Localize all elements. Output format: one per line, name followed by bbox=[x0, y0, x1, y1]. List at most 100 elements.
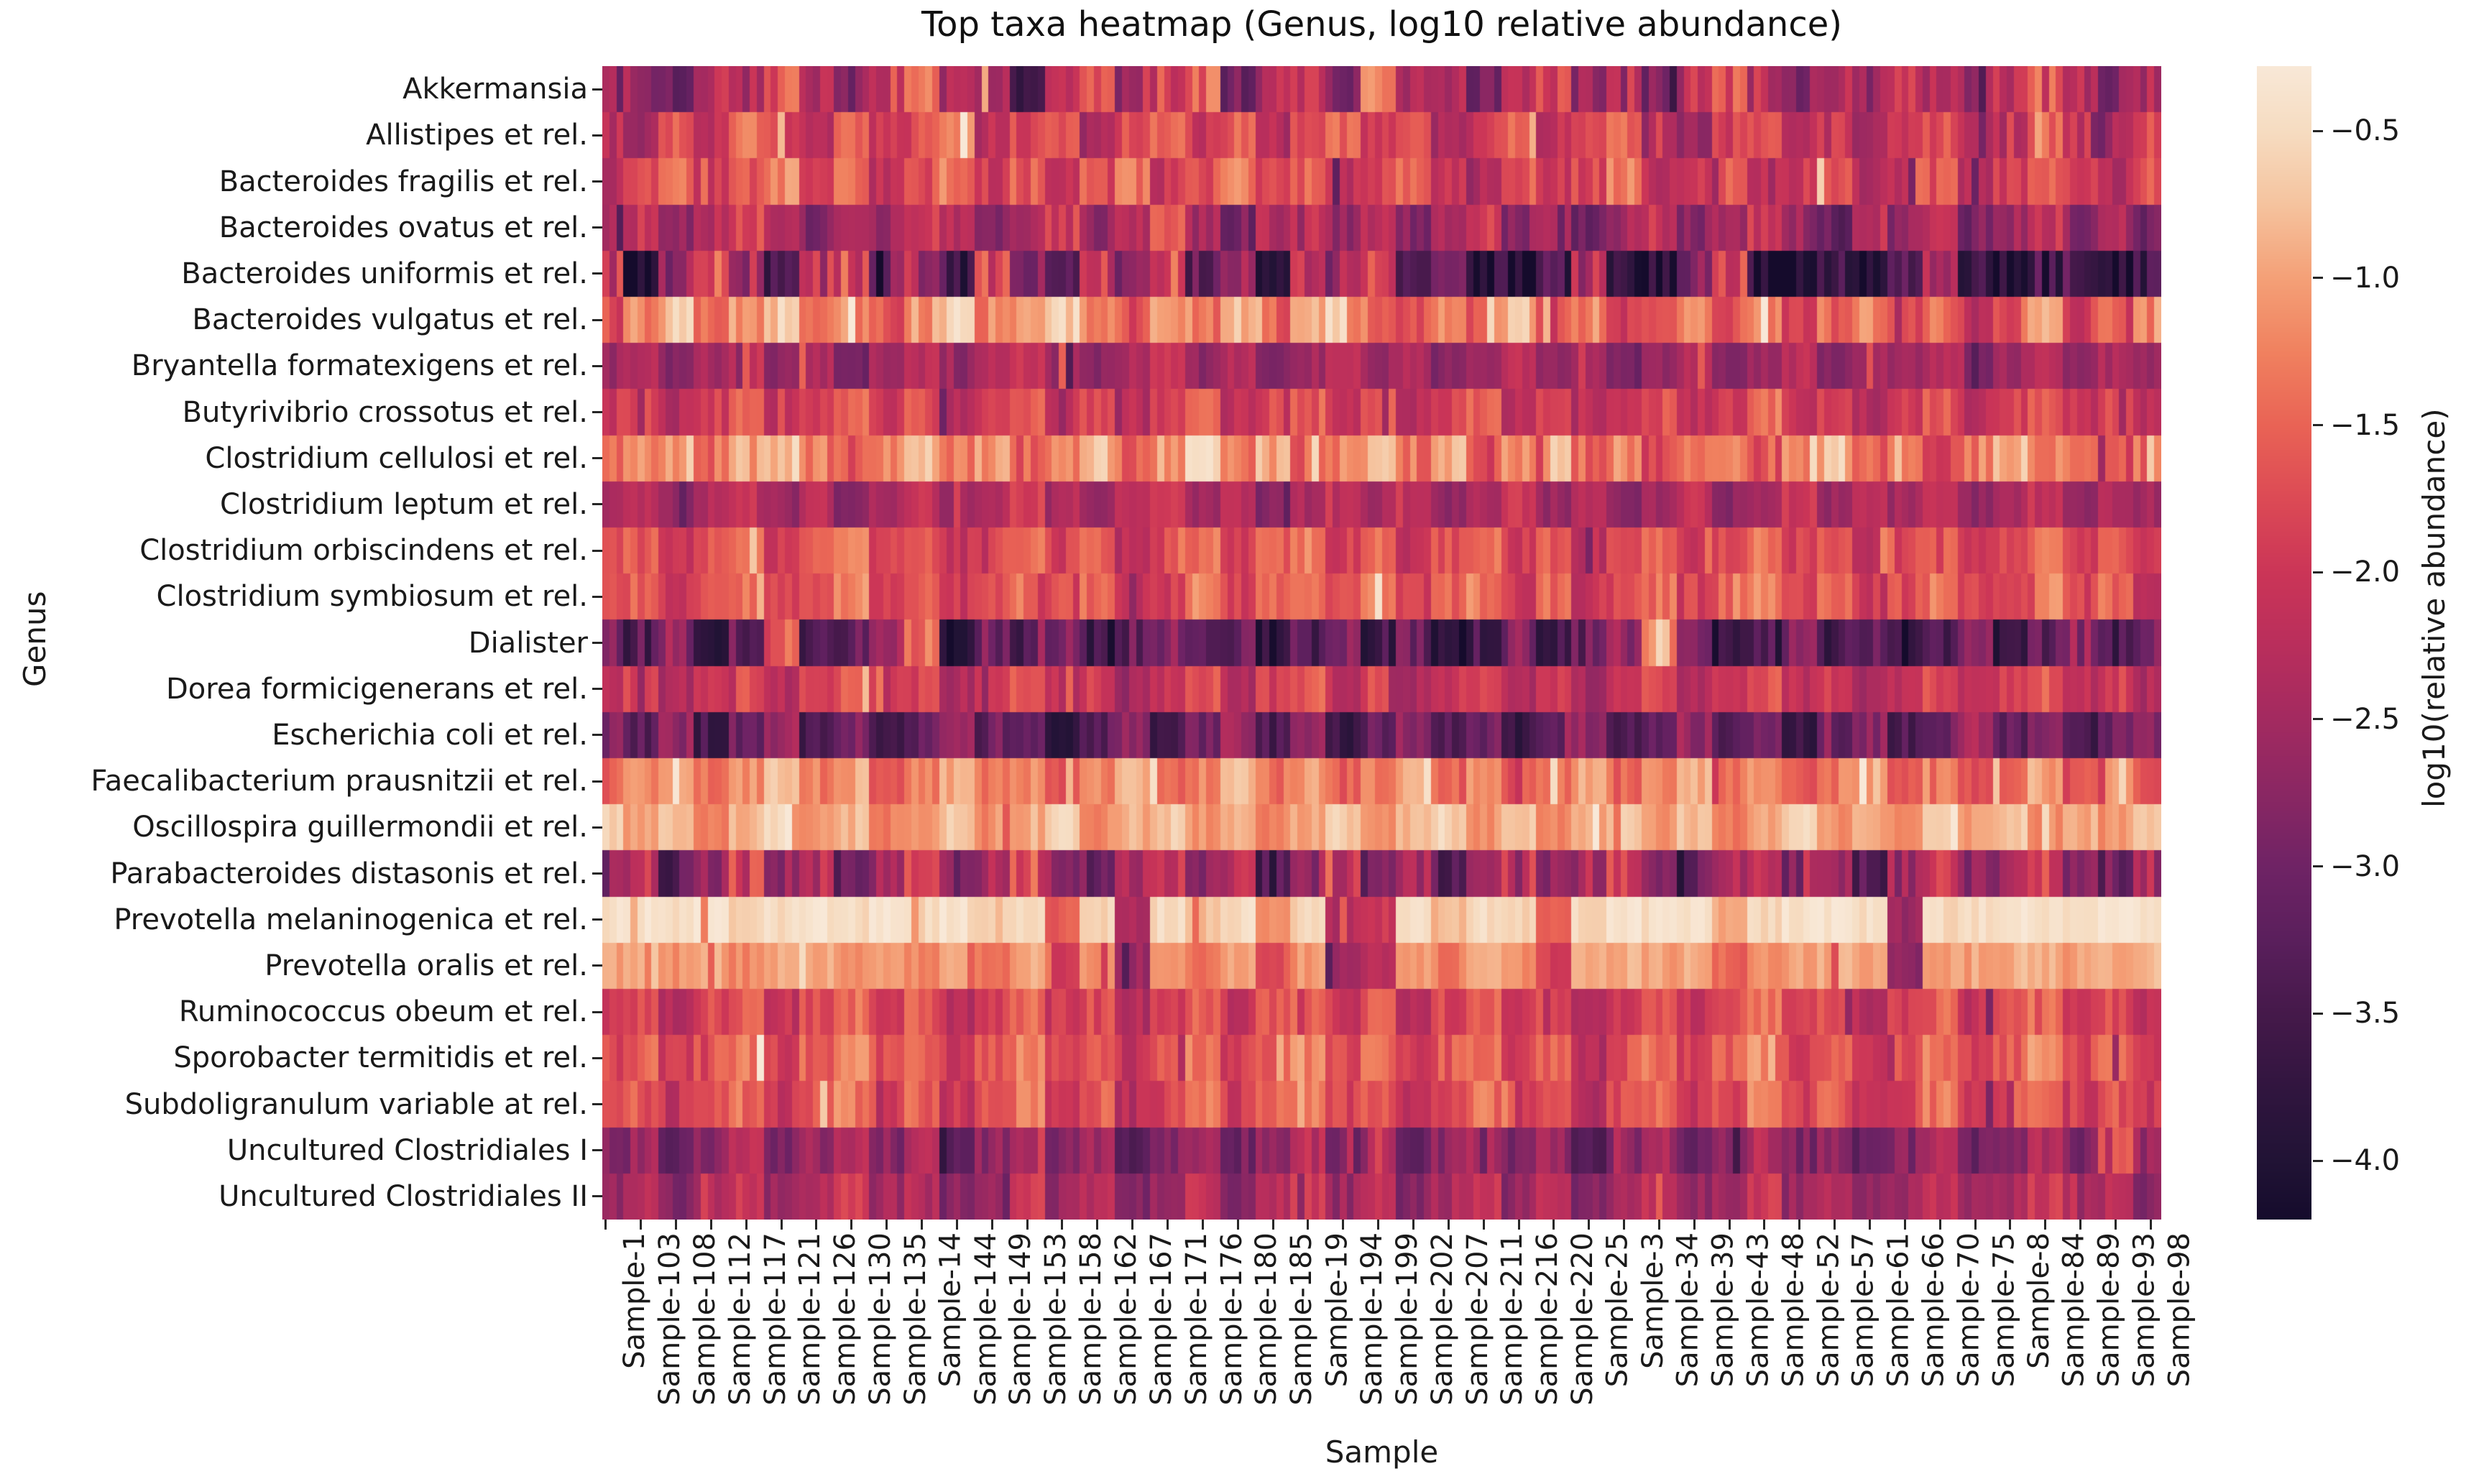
x-tick-label: Sample-14 bbox=[934, 1232, 967, 1388]
y-tick-label: Clostridium leptum et rel. bbox=[220, 487, 588, 521]
x-tick-mark bbox=[1447, 1220, 1450, 1230]
x-tick-mark bbox=[955, 1220, 958, 1230]
y-tick-mark bbox=[592, 549, 602, 552]
colorbar-tick-mark bbox=[2313, 424, 2323, 426]
x-tick-label: Sample-211 bbox=[1496, 1232, 1529, 1406]
colorbar-tick-label: −3.0 bbox=[2330, 849, 2401, 883]
y-tick-label: Akkermansia bbox=[402, 73, 588, 106]
x-tick-label: Sample-185 bbox=[1285, 1232, 1319, 1406]
y-tick-label: Escherichia coli et rel. bbox=[272, 718, 588, 752]
x-tick-label: Sample-144 bbox=[969, 1232, 1003, 1406]
x-tick-mark bbox=[2009, 1220, 2012, 1230]
colorbar-tick-label: −3.5 bbox=[2330, 997, 2401, 1031]
y-tick-mark bbox=[592, 411, 602, 413]
x-tick-mark bbox=[1834, 1220, 1836, 1230]
y-tick-label: Bryantella formatexigens et rel. bbox=[131, 349, 588, 383]
x-tick-mark bbox=[1588, 1220, 1591, 1230]
x-tick-label: Sample-153 bbox=[1039, 1232, 1073, 1406]
x-tick-mark bbox=[1623, 1220, 1626, 1230]
y-tick-mark bbox=[592, 918, 602, 921]
y-tick-mark bbox=[592, 688, 602, 691]
x-tick-label: Sample-43 bbox=[1742, 1232, 1775, 1388]
x-tick-label: Sample-3 bbox=[1636, 1232, 1670, 1369]
x-tick-mark bbox=[745, 1220, 747, 1230]
y-tick-mark bbox=[592, 872, 602, 875]
y-tick-label: Parabacteroides distasonis et rel. bbox=[110, 857, 588, 890]
colorbar-tick-label: −2.5 bbox=[2330, 702, 2401, 736]
x-tick-mark bbox=[1096, 1220, 1099, 1230]
x-tick-mark bbox=[1026, 1220, 1029, 1230]
x-tick-label: Sample-84 bbox=[2057, 1232, 2091, 1388]
y-tick-mark bbox=[592, 88, 602, 91]
x-tick-mark bbox=[640, 1220, 643, 1230]
x-tick-label: Sample-121 bbox=[793, 1232, 827, 1406]
colorbar-tick-mark bbox=[2313, 1012, 2323, 1015]
x-tick-label: Sample-34 bbox=[1671, 1232, 1705, 1388]
x-tick-mark bbox=[1482, 1220, 1485, 1230]
colorbar-tick-mark bbox=[2313, 129, 2323, 132]
y-tick-label: Dorea formicigenerans et rel. bbox=[166, 672, 588, 706]
x-tick-label: Sample-48 bbox=[1776, 1232, 1810, 1388]
chart-title: Top taxa heatmap (Genus, log10 relative … bbox=[921, 4, 1842, 45]
colorbar-tick-label: −1.5 bbox=[2330, 408, 2401, 442]
y-tick-mark bbox=[592, 318, 602, 321]
x-tick-label: Sample-52 bbox=[1811, 1232, 1845, 1388]
y-tick-label: Sporobacter termitidis et rel. bbox=[173, 1041, 588, 1075]
y-tick-label: Subdoligranulum variable at rel. bbox=[124, 1087, 588, 1121]
x-tick-mark bbox=[1657, 1220, 1660, 1230]
x-tick-mark bbox=[2149, 1220, 2152, 1230]
y-tick-mark bbox=[592, 780, 602, 783]
y-tick-mark bbox=[592, 964, 602, 967]
x-tick-mark bbox=[1061, 1220, 1064, 1230]
x-tick-label: Sample-176 bbox=[1215, 1232, 1248, 1406]
x-tick-label: Sample-61 bbox=[1882, 1232, 1915, 1388]
x-tick-mark bbox=[1131, 1220, 1134, 1230]
colorbar-label: log10(relative abundance) bbox=[2416, 408, 2452, 808]
x-tick-mark bbox=[1271, 1220, 1274, 1230]
x-tick-label: Sample-57 bbox=[1846, 1232, 1880, 1388]
x-axis-label: Sample bbox=[1325, 1434, 1439, 1470]
x-tick-mark bbox=[604, 1220, 607, 1230]
x-tick-label: Sample-220 bbox=[1565, 1232, 1599, 1406]
x-tick-mark bbox=[1763, 1220, 1766, 1230]
x-tick-label: Sample-167 bbox=[1144, 1232, 1178, 1406]
x-tick-label: Sample-66 bbox=[1917, 1232, 1951, 1388]
x-tick-mark bbox=[1342, 1220, 1345, 1230]
y-axis-label: Genus bbox=[17, 591, 52, 687]
x-tick-label: Sample-89 bbox=[2092, 1232, 2126, 1388]
x-tick-mark bbox=[2079, 1220, 2082, 1230]
y-tick-label: Clostridium cellulosi et rel. bbox=[205, 441, 588, 475]
x-tick-mark bbox=[815, 1220, 818, 1230]
x-tick-label: Sample-8 bbox=[2022, 1232, 2056, 1369]
x-tick-label: Sample-158 bbox=[1074, 1232, 1108, 1406]
y-tick-label: Bacteroides uniformis et rel. bbox=[181, 257, 588, 290]
x-tick-label: Sample-108 bbox=[688, 1232, 722, 1406]
x-tick-mark bbox=[1236, 1220, 1239, 1230]
x-tick-label: Sample-130 bbox=[863, 1232, 897, 1406]
x-tick-label: Sample-93 bbox=[2127, 1232, 2161, 1388]
x-tick-label: Sample-75 bbox=[1987, 1232, 2021, 1388]
y-tick-mark bbox=[592, 826, 602, 829]
x-tick-label: Sample-194 bbox=[1355, 1232, 1389, 1406]
y-tick-label: Clostridium orbiscindens et rel. bbox=[139, 534, 588, 568]
x-tick-mark bbox=[1728, 1220, 1731, 1230]
x-tick-mark bbox=[1517, 1220, 1520, 1230]
x-tick-label: Sample-98 bbox=[2163, 1232, 2196, 1388]
y-tick-mark bbox=[592, 457, 602, 460]
y-tick-label: Oscillospira guillermondii et rel. bbox=[132, 811, 588, 844]
x-tick-label: Sample-162 bbox=[1109, 1232, 1143, 1406]
x-tick-mark bbox=[1903, 1220, 1906, 1230]
x-tick-label: Sample-112 bbox=[723, 1232, 757, 1406]
heatmap-cells-canvas bbox=[602, 66, 2161, 1220]
y-tick-mark bbox=[592, 1195, 602, 1198]
y-tick-mark bbox=[592, 364, 602, 367]
x-tick-label: Sample-126 bbox=[829, 1232, 862, 1406]
x-tick-mark bbox=[1938, 1220, 1941, 1230]
y-tick-mark bbox=[592, 1149, 602, 1152]
y-tick-label: Ruminococcus obeum et rel. bbox=[178, 995, 588, 1029]
x-tick-mark bbox=[1552, 1220, 1555, 1230]
y-tick-label: Clostridium symbiosum et rel. bbox=[156, 580, 588, 614]
colorbar-tick-mark bbox=[2313, 571, 2323, 573]
x-tick-mark bbox=[1974, 1220, 1977, 1230]
y-tick-label: Uncultured Clostridiales II bbox=[218, 1179, 588, 1213]
